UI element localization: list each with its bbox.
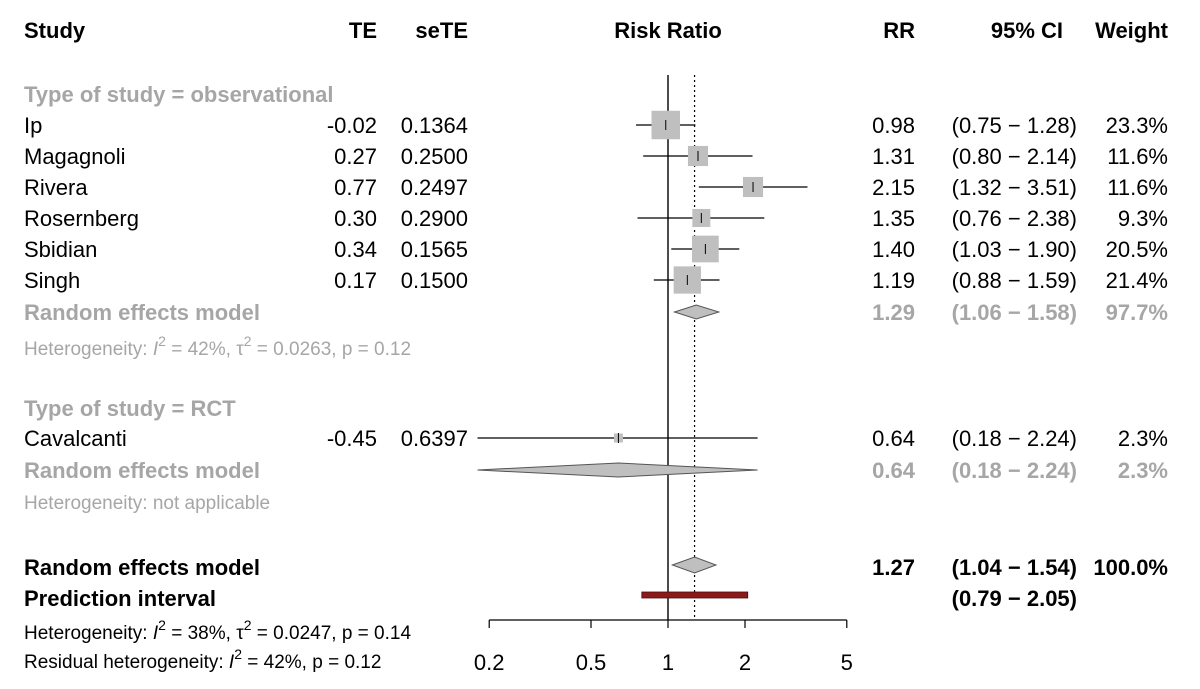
header-study: Study [24,18,86,43]
study-ci: (1.32 − 3.51) [952,175,1077,200]
overall-diamond [670,556,718,574]
header-te: TE [349,18,377,43]
study-te: 0.77 [334,175,377,200]
header-rr: RR [883,18,915,43]
study-name: Magagnoli [24,144,126,169]
summary-label: Random effects model [24,458,260,483]
study-name: Rivera [24,175,88,200]
study-ci: (0.80 − 2.14) [952,144,1077,169]
summary-ci: (0.18 − 2.24) [952,458,1077,483]
summary-weight: 2.3% [1118,458,1168,483]
study-name: Ip [24,113,42,138]
summary-label: Random effects model [24,300,260,325]
study-ci: (0.75 − 1.28) [952,113,1077,138]
table-text: 0.2 0.5 1 2 5 Type of study = observational Ip… [24,82,1168,675]
summary-rr: 1.29 [872,300,915,325]
residual-heterogeneity-text: Residual heterogeneity: I2 = 42%, p = 0.… [24,646,381,673]
summary-ci: (1.06 − 1.58) [952,300,1077,325]
study-rr: 1.40 [872,237,915,262]
header-risk-ratio: Risk Ratio [614,18,722,43]
study-weight: 2.3% [1118,426,1168,451]
study-weight: 11.6% [1107,144,1168,169]
x-tick-label: 5 [841,650,853,675]
study-te: 0.30 [334,206,377,231]
study-ci: (0.88 − 1.59) [952,268,1077,293]
study-ci: (0.76 − 2.38) [952,206,1077,231]
study-ci: (1.03 − 1.90) [952,237,1077,262]
heterogeneity-text: Heterogeneity: I2 = 42%, τ2 = 0.0263, p … [24,333,411,360]
study-rr: 0.64 [872,426,915,451]
summary-weight: 97.7% [1106,300,1168,325]
overall-label: Random effects model [24,555,260,580]
study-weight: 9.3% [1118,206,1168,231]
header-ci: 95% CI [991,18,1063,43]
study-te: 0.17 [334,268,377,293]
study-sete: 0.1500 [401,268,468,293]
study-weight: 21.4% [1106,268,1168,293]
study-te: 0.34 [334,237,377,262]
x-tick-label: 0.2 [474,650,505,675]
prediction-bar [641,591,749,599]
study-name: Cavalcanti [24,426,127,451]
prediction-ci: (0.79 − 2.05) [952,586,1077,611]
study-rr: 0.98 [872,113,915,138]
overall-rr: 1.27 [872,555,915,580]
study-sete: 0.2497 [401,175,468,200]
study-weight: 23.3% [1106,113,1168,138]
prediction-label: Prediction interval [24,586,216,611]
overall-ci: (1.04 − 1.54) [952,555,1077,580]
heterogeneity-overall-text: Heterogeneity: I2 = 38%, τ2 = 0.0247, p … [24,617,411,644]
summary-diamond [477,462,758,478]
x-tick-label: 2 [739,650,751,675]
study-rr: 2.15 [872,175,915,200]
overall-weight: 100.0% [1093,555,1168,580]
subgroup-label: Type of study = observational [24,82,334,107]
study-name: Rosernberg [24,206,139,231]
study-sete: 0.1565 [401,237,468,262]
x-tick-label: 1 [662,650,674,675]
header-sete: seTE [415,18,468,43]
study-te: 0.27 [334,144,377,169]
header-row: Study TE seTE Risk Ratio RR 95% CI Weigh… [24,18,1169,43]
plot-area [477,75,848,628]
heterogeneity-text: Heterogeneity: not applicable [24,493,270,514]
study-sete: 0.2900 [401,206,468,231]
study-rr: 1.35 [872,206,915,231]
study-name: Sbidian [24,237,97,262]
study-te: -0.02 [327,113,377,138]
header-weight: Weight [1095,18,1169,43]
study-name: Singh [24,268,80,293]
summary-rr: 0.64 [872,458,916,483]
study-sete: 0.2500 [401,144,468,169]
x-tick-label: 0.5 [576,650,607,675]
summary-diamond [672,304,721,320]
study-rr: 1.31 [872,144,915,169]
study-ci: (0.18 − 2.24) [952,426,1077,451]
study-weight: 20.5% [1106,237,1168,262]
study-sete: 0.6397 [401,426,468,451]
study-te: -0.45 [327,426,377,451]
subgroup-label: Type of study = RCT [24,396,236,421]
study-weight: 11.6% [1107,175,1168,200]
study-rr: 1.19 [872,268,915,293]
study-sete: 0.1364 [401,113,468,138]
